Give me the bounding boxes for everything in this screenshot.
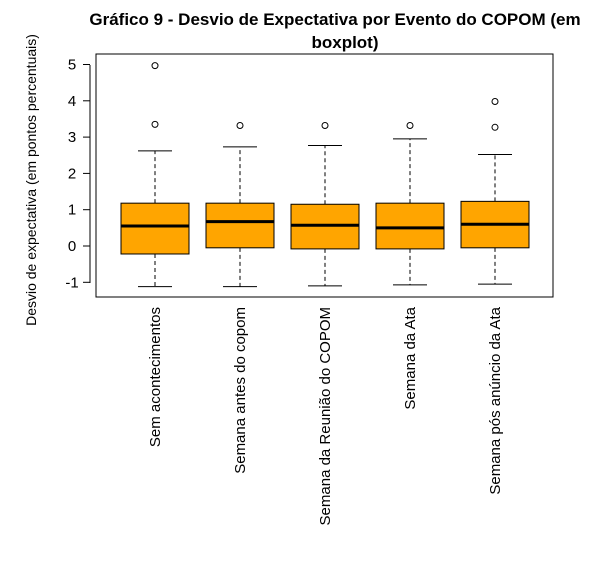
y-tick-label: 3 xyxy=(68,129,76,146)
plot-frame xyxy=(95,53,554,298)
x-category-label: Semana da Reunião do COPOM xyxy=(317,307,334,525)
box-group xyxy=(120,62,190,288)
box-iqr xyxy=(120,202,190,255)
outlier-point xyxy=(491,98,499,106)
y-axis-label: Desvio de expectativa (em pontos percent… xyxy=(23,34,39,326)
y-axis-ticks: -1 0 1 2 3 4 5 xyxy=(65,57,90,291)
box-group xyxy=(375,121,445,286)
x-category-label: Semana da Ata xyxy=(402,306,419,409)
box-group xyxy=(290,121,360,287)
outlier-point xyxy=(321,121,329,129)
y-tick-label: 2 xyxy=(68,165,76,182)
x-category-labels: Sem acontecimentos Semana antes do copom S… xyxy=(147,306,504,525)
y-tick-label: 0 xyxy=(68,238,76,255)
y-tick-label: 4 xyxy=(68,93,76,110)
box-iqr xyxy=(375,202,445,250)
box-iqr xyxy=(205,202,275,249)
box-group xyxy=(460,98,530,285)
box-group xyxy=(205,121,275,288)
outlier-point xyxy=(236,121,244,129)
outlier-point xyxy=(151,120,159,128)
chart-title-line-1: Gráfico 9 - Desvio de Expectativa por Ev… xyxy=(89,10,580,29)
chart-title-line-2: boxplot) xyxy=(311,33,378,52)
y-tick-label: 5 xyxy=(68,57,76,74)
x-category-label: Semana antes do copom xyxy=(232,307,249,474)
outlier-point xyxy=(491,123,499,131)
boxplot-series xyxy=(120,62,530,288)
x-category-label: Sem acontecimentos xyxy=(147,307,164,447)
y-tick-label: -1 xyxy=(65,274,78,291)
x-category-label: Semana pós anúncio da Ata xyxy=(487,306,504,494)
outlier-point xyxy=(406,121,414,129)
y-tick-label: 1 xyxy=(68,202,76,219)
outlier-point xyxy=(151,62,159,70)
